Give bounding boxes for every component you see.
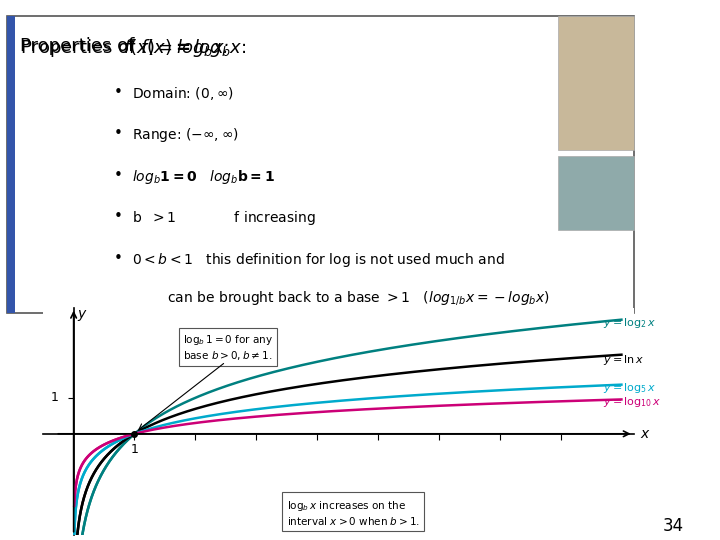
- Text: b  $> 1 \quad\quad\quad\quad$ f increasing: b $> 1 \quad\quad\quad\quad$ f increasin…: [132, 209, 316, 227]
- Text: $y$: $y$: [78, 308, 88, 323]
- Text: •: •: [114, 209, 122, 224]
- Text: •: •: [114, 167, 122, 183]
- Text: 1: 1: [50, 392, 58, 404]
- Text: 34: 34: [663, 517, 684, 535]
- Text: $f(x)=log_b x$:: $f(x)=log_b x$:: [123, 37, 230, 59]
- Text: •: •: [114, 251, 122, 266]
- Text: can be brought back to a base $>1$   $(\mathit{log_{1/b}x} = -\mathit{log_b x})$: can be brought back to a base $>1$ $(\ma…: [132, 289, 550, 307]
- Text: Properties of $\it{f(x)}$$\bf{=}$$\it{log_b}$$\it{x}$:: Properties of $\it{f(x)}$$\bf{=}$$\it{lo…: [19, 37, 246, 59]
- FancyBboxPatch shape: [7, 16, 634, 313]
- Bar: [559, 156, 634, 230]
- Text: Properties of: Properties of: [19, 37, 140, 55]
- Text: $y = \ln x$: $y = \ln x$: [603, 353, 644, 367]
- Text: 1: 1: [130, 443, 138, 456]
- Text: $\log_b x$ increases on the
interval $x > 0$ when $b > 1.$: $\log_b x$ increases on the interval $x …: [287, 498, 420, 526]
- Text: •: •: [114, 126, 122, 141]
- Text: $\mathbf{\mathit{log_b} 1 = 0} \quad \mathbf{\mathit{log_b} b = 1}$: $\mathbf{\mathit{log_b} 1 = 0} \quad \ma…: [132, 167, 276, 186]
- Text: $\log_b 1 = 0$ for any
base $b > 0, b \neq 1.$: $\log_b 1 = 0$ for any base $b > 0, b \n…: [183, 333, 274, 362]
- Bar: [7, 16, 14, 313]
- Text: $x$: $x$: [639, 427, 650, 441]
- Text: $y = \log_5 x$: $y = \log_5 x$: [603, 381, 657, 395]
- Text: Domain: $(0, \infty)$: Domain: $(0, \infty)$: [132, 84, 235, 102]
- Text: $y = \log_2 x$: $y = \log_2 x$: [603, 316, 657, 330]
- Text: $0 < b < 1$   this definition for log is not used much and: $0 < b < 1$ this definition for log is n…: [132, 251, 505, 269]
- Text: Range: $(-\infty, \infty)$: Range: $(-\infty, \infty)$: [132, 126, 239, 144]
- Text: •: •: [114, 84, 122, 99]
- Bar: [559, 16, 634, 150]
- Text: $y = \log_{10} x$: $y = \log_{10} x$: [603, 395, 662, 409]
